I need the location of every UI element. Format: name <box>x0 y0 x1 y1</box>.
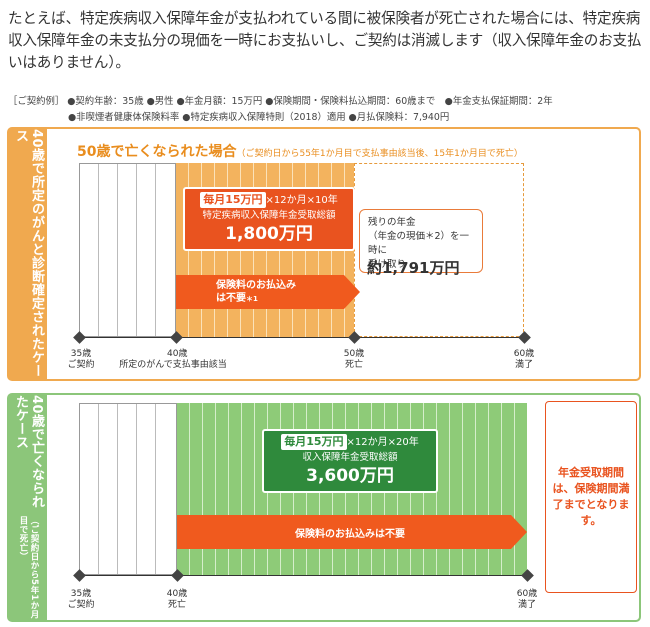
conditions-line-1: ［ご契約例］ ●契約年齢：35歳 ●男性 ●年金月額：15万円 ●保険期間・保険… <box>8 96 553 107</box>
case2-tick-label-35: 35歳 ご契約 <box>61 589 101 611</box>
case1-remaining-box: 残りの年金 （年金の現価＊2）を一時に 受け取り <box>359 209 483 273</box>
case2-side: 40歳で亡くなられたケース （ご契約日から5年1か月目で死亡） <box>9 395 47 620</box>
case2-premium-arrow: 保険料のお払込みは不要 <box>177 515 527 549</box>
case1-side-label: 40歳で所定のがんと診断確定されたケース <box>9 129 47 379</box>
conditions-line-2: ●非喫煙者健康体保険料率 ●特定疾病収入保障特則（2018）適用 ●月払保険料：… <box>68 112 450 123</box>
case2-tick-age-35: 35歳 <box>70 589 92 599</box>
case2-tick-age-60: 60歳 <box>516 589 538 599</box>
case1-total-amount: 1,800万円 <box>225 224 313 244</box>
case1-tick-desc-35: ご契約 <box>67 360 95 370</box>
case2-premium-label: 保険料のお払込みは不要 <box>295 528 405 540</box>
case1-panel: 40歳で所定のがんと診断確定されたケース 50歳で亡くなられた場合（ご契約日から… <box>7 127 641 381</box>
case1-premium-arrow: 保険料のお払込み は不要＊1 <box>176 275 360 309</box>
case1-tick-desc-label-40: 所定のがんで支払事由該当 <box>119 360 227 370</box>
case1-tick-age-label-40: 40歳 <box>167 349 188 359</box>
case1-tick-desc-50: 死亡 <box>344 360 363 370</box>
case1-tick-age-60: 60歳 <box>513 349 535 359</box>
case2-monthly-pill: 毎月15万円 <box>281 434 347 450</box>
case1-tick-label-35: 35歳 ご契約 <box>61 349 101 371</box>
case1-remaining-l3: 受け取り <box>368 259 407 270</box>
case1-tick-label-50: 50歳 死亡 <box>339 349 369 371</box>
case1-title: 50歳で亡くなられた場合（ご契約日から55年1か月目で支払事由該当後、15年1か… <box>77 141 523 161</box>
case1-title-main: 50歳で亡くなられた場合 <box>77 144 237 160</box>
case2-panel: 40歳で亡くなられたケース （ご契約日から5年1か月目で死亡） 毎月15万円 ×1… <box>7 393 641 622</box>
case2-total-box: 毎月15万円 ×12か月×20年 収入保障年金受取総額 3,600万円 <box>262 429 438 493</box>
case1-total-label: 特定疾病収入保障年金受取総額 <box>202 210 336 221</box>
case1-premium-label2: は不要 <box>216 292 246 304</box>
case2-total-amount: 3,600万円 <box>306 466 394 486</box>
case2-axis <box>79 575 527 576</box>
case1-total-box: 毎月15万円 ×12か月×10年 特定疾病収入保障年金受取総額 1,800万円 <box>183 187 355 251</box>
contract-conditions: ［ご契約例］ ●契約年齢：35歳 ●男性 ●年金月額：15万円 ●保険期間・保険… <box>8 94 644 126</box>
case2-inner: 毎月15万円 ×12か月×20年 収入保障年金受取総額 3,600万円 保険料のお… <box>47 395 639 620</box>
case2-side-label: 40歳で亡くなられたケース <box>13 395 44 509</box>
case1-inner: 50歳で亡くなられた場合（ご契約日から55年1か月目で支払事由該当後、15年1か… <box>47 129 639 379</box>
case2-tick-label-40: 40歳 死亡 <box>162 589 192 611</box>
case1-tick-age-50: 50歳 <box>343 349 365 359</box>
intro-text: たとえば、特定疾病収入保障年金が支払われている間に被保険者が死亡された場合には、… <box>8 10 642 71</box>
case1-axis <box>79 337 524 338</box>
case2-tick-desc-60: 満了 <box>517 600 536 610</box>
case2-tick-label-60: 60歳 満了 <box>512 589 542 611</box>
case1-tick-desc-60: 満了 <box>514 360 533 370</box>
case2-end-note: 年金受取期間は、保険期間満了までとなります。 <box>545 401 637 593</box>
case2-tick-age-40: 40歳 <box>166 589 188 599</box>
case1-tick-age-35: 35歳 <box>70 349 92 359</box>
case2-tick-desc-35: ご契約 <box>67 600 95 610</box>
case1-title-note: （ご契約日から55年1か月目で支払事由該当後、15年1か月目で死亡） <box>236 149 523 159</box>
case2-tick-desc-40: 死亡 <box>167 600 186 610</box>
case2-side-note: （ご契約日から5年1か月目で死亡） <box>18 516 39 620</box>
case1-monthly-pill: 毎月15万円 <box>200 192 266 208</box>
case2-multiplier: ×12か月×20年 <box>346 437 419 448</box>
case1-remaining-l2: （年金の現価＊2）を一時に <box>368 231 470 256</box>
case2-total-label: 収入保障年金受取総額 <box>302 452 398 463</box>
case1-tick-label-60: 60歳 満了 <box>509 349 539 371</box>
case2-pre-period <box>79 403 177 575</box>
case1-premium-label: 保険料のお払込み <box>216 279 296 291</box>
case1-remaining-amount: 約1,791万円 <box>367 259 460 277</box>
case1-premium-note: ＊1 <box>246 294 258 303</box>
case1-multiplier: ×12か月×10年 <box>265 195 338 206</box>
case1-pre-period <box>79 163 176 337</box>
case1-remaining-l1: 残りの年金 <box>368 217 416 228</box>
